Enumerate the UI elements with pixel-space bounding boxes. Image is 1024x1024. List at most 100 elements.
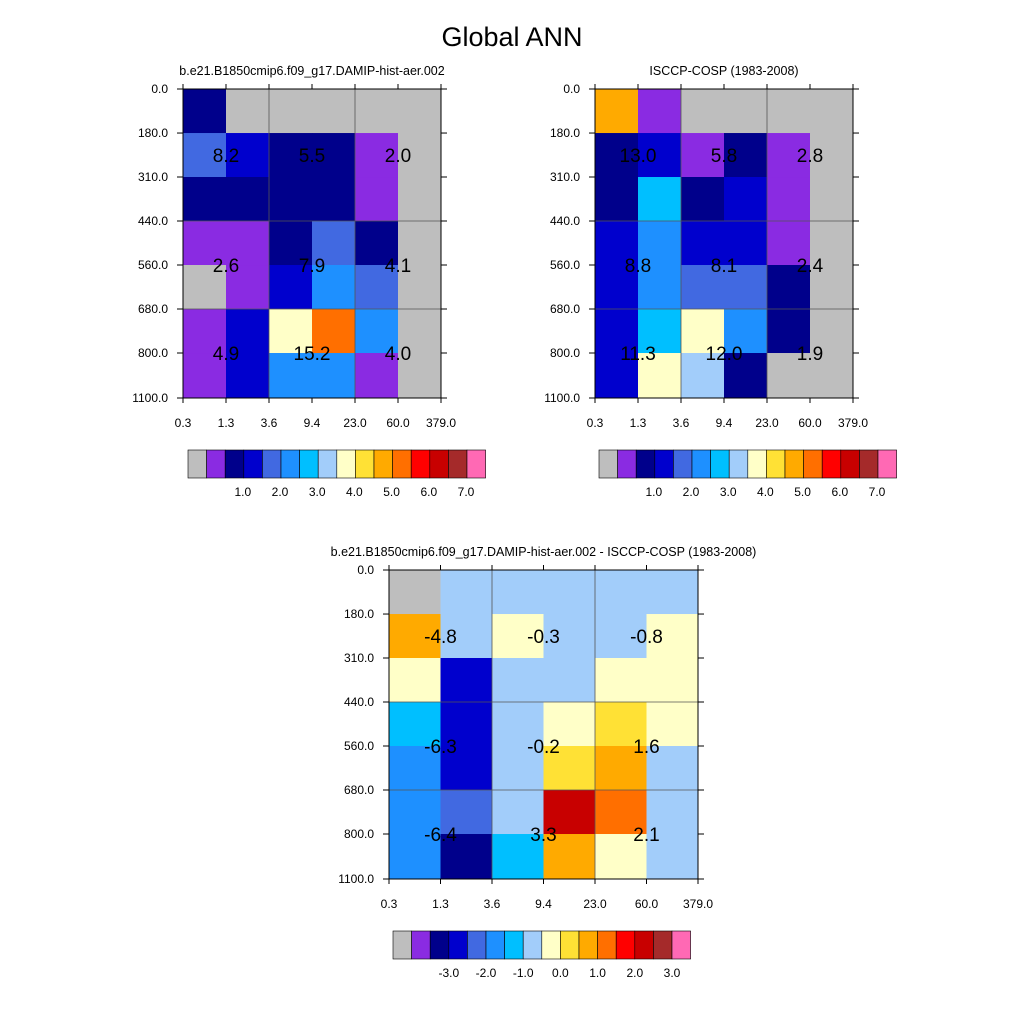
heatmap-cell (646, 614, 699, 659)
heatmap-cell (312, 177, 356, 222)
heatmap-cell (543, 746, 596, 791)
x-tick-label: 3.6 (261, 416, 278, 430)
cell-value-label: 2.8 (797, 146, 823, 167)
colorbar-swatch (262, 449, 282, 479)
colorbar-label: 0.0 (552, 966, 569, 980)
colorbar-swatch (821, 449, 842, 479)
heatmap-cell (767, 221, 811, 266)
heatmap-cell (681, 221, 725, 266)
heatmap-cell (226, 133, 270, 178)
panel-title: b.e21.B1850cmip6.f09_g17.DAMIP-hist-aer.… (331, 545, 757, 559)
colorbar-swatch (429, 449, 449, 479)
colorbar-swatch (784, 449, 804, 479)
heatmap-cell (646, 746, 699, 791)
colorbar-swatch (541, 930, 561, 960)
colorbar-swatch (522, 930, 543, 960)
cell-value-label: 4.0 (385, 344, 411, 365)
heatmap-cell (724, 309, 768, 354)
y-tick-label: 1100.0 (338, 872, 374, 886)
x-tick-label: 379.0 (426, 416, 456, 430)
heatmap-cell (183, 133, 227, 178)
heatmap-cell (767, 133, 811, 178)
colorbar-swatch (653, 930, 673, 960)
cell-value-label: -0.3 (527, 627, 560, 648)
heatmap-cell (810, 89, 854, 134)
cell-value-label: 1.6 (633, 737, 659, 758)
heatmap-cell (681, 265, 725, 310)
colorbar-swatch (840, 449, 860, 479)
heatmap-cell (226, 89, 270, 134)
colorbar-label: 2.0 (683, 485, 700, 499)
heatmap-cell (440, 570, 493, 615)
heatmap-cell (226, 353, 270, 399)
cell-value-label: 3.3 (530, 825, 556, 846)
y-tick-label: 800.0 (550, 346, 580, 360)
heatmap-cell (398, 353, 442, 399)
colorbar: -3.0 -2.0 -1.0 0.0 1.0 2.0 3.0 (392, 930, 691, 980)
panel-title: b.e21.B1850cmip6.f09_g17.DAMIP-hist-aer.… (179, 64, 444, 78)
colorbar: 1.0 2.0 3.0 4.0 5.0 6.0 7.0 (598, 449, 897, 499)
colorbar-swatch (635, 449, 656, 479)
cell-value-label: 7.9 (299, 256, 325, 277)
panels: b.e21.B1850cmip6.f09_g17.DAMIP-hist-aer.… (132, 64, 897, 980)
heatmap-cell (226, 221, 270, 266)
y-tick-label: 310.0 (138, 170, 168, 184)
x-tick-label: 3.6 (673, 416, 690, 430)
heatmap-cell (638, 265, 682, 310)
colorbar-swatch (317, 449, 338, 479)
heatmap-cell (269, 309, 313, 354)
heatmap-cell (492, 834, 544, 880)
colorbar-swatch (504, 930, 524, 960)
colorbar-swatch (877, 449, 897, 479)
x-tick-label: 23.0 (755, 416, 779, 430)
colorbar-swatch (485, 930, 505, 960)
heatmap-cell (183, 221, 227, 266)
heatmap-cell (595, 353, 639, 399)
heatmap-cell (492, 570, 544, 615)
x-tick-label: 1.3 (432, 897, 449, 911)
heatmap-cell (389, 746, 441, 791)
heatmap-cell (269, 133, 313, 178)
colorbar-label: 1.0 (589, 966, 606, 980)
panel-title: ISCCP-COSP (1983-2008) (649, 64, 798, 78)
heatmap-cell (440, 702, 493, 747)
colorbar-swatch (728, 449, 749, 479)
heatmap-cell (646, 834, 699, 880)
colorbar-label: 5.0 (794, 485, 811, 499)
heatmap-cell (398, 89, 442, 134)
cell-value-label: 2.6 (213, 256, 239, 277)
heatmap-cell (638, 89, 682, 134)
heatmap-cell (269, 89, 313, 134)
colorbar-swatch (411, 930, 431, 960)
colorbar-swatch (410, 449, 431, 479)
heatmap-cell (269, 265, 313, 310)
colorbar-label: 6.0 (831, 485, 848, 499)
colorbar-swatch (187, 449, 207, 479)
heatmap-cell (440, 614, 493, 659)
heatmap-cell (595, 177, 639, 222)
y-tick-label: 1100.0 (132, 391, 168, 405)
x-tick-label: 1.3 (630, 416, 647, 430)
colorbar-swatch (766, 449, 786, 479)
heatmap-cell (595, 702, 647, 747)
heatmap-cell (355, 89, 399, 134)
heatmap-cell (440, 658, 493, 703)
heatmap-cell (312, 221, 356, 266)
heatmap-cell (355, 221, 399, 266)
cell-value-label: -6.4 (424, 825, 457, 846)
heatmap-cell (543, 702, 596, 747)
colorbar-swatch (710, 449, 730, 479)
y-tick-label: 180.0 (344, 607, 374, 621)
colorbar-swatch (466, 449, 486, 479)
heatmap-cell (681, 89, 725, 134)
heatmap-cell (269, 177, 313, 222)
heatmap-cell (440, 746, 493, 791)
heatmap-cell (724, 353, 768, 399)
colorbar-label: 3.0 (309, 485, 326, 499)
heatmap-cell (226, 309, 270, 354)
heatmap-cell (389, 570, 441, 615)
heatmap-cell (595, 614, 647, 659)
x-tick-label: 60.0 (386, 416, 410, 430)
heatmap-panel-1: b.e21.B1850cmip6.f09_g17.DAMIP-hist-aer.… (132, 64, 486, 499)
heatmap-cell (543, 834, 596, 880)
